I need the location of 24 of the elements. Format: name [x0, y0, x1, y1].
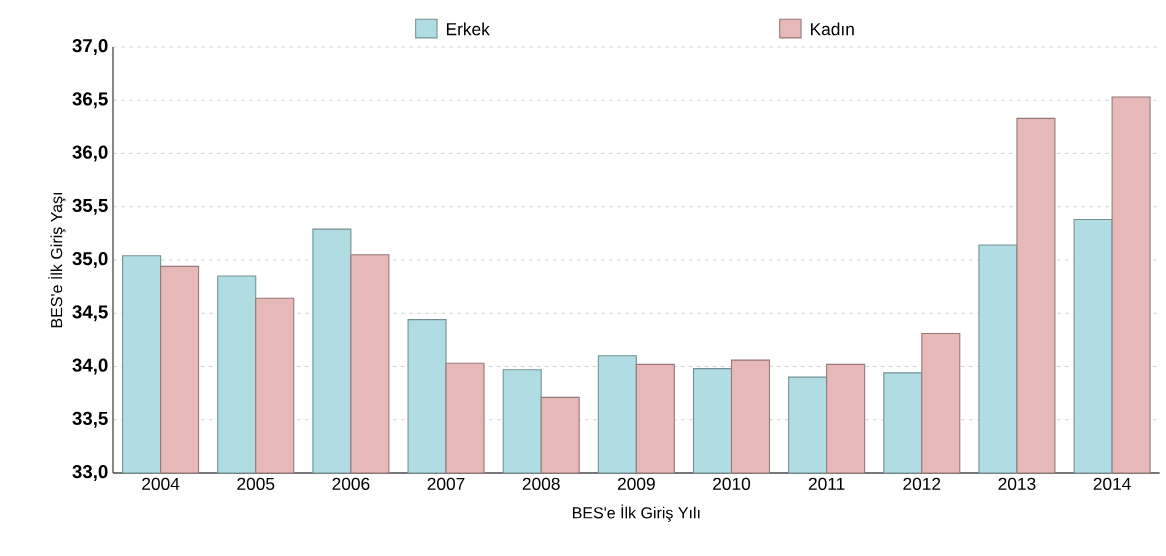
x-tick-label: 2005 — [237, 477, 275, 490]
x-tick-label: 2014 — [1093, 477, 1131, 490]
x-tick-label: 2006 — [332, 477, 370, 490]
y-tick-label: 36,0 — [72, 145, 108, 162]
y-tick-label: 35,5 — [72, 198, 108, 215]
x-axis-title: BES'e İlk Giriş Yılı — [573, 504, 700, 522]
x-tick-label: 2007 — [427, 477, 465, 490]
x-tick-label: 2009 — [617, 477, 655, 490]
legend-label: Erkek — [446, 22, 490, 36]
y-tick-label: 36,5 — [72, 92, 108, 109]
y-tick-label: 33,5 — [72, 411, 108, 428]
y-tick-label: 33,0 — [72, 465, 108, 481]
x-tick-label: 2004 — [142, 477, 180, 490]
y-tick-label: 34,5 — [72, 305, 108, 322]
y-tick-label: 34,0 — [72, 358, 108, 375]
x-tick-label: 2013 — [998, 477, 1036, 490]
legend-label: Kadın — [810, 22, 854, 36]
y-tick-label: 37,0 — [72, 39, 108, 55]
x-tick-label: 2011 — [808, 477, 845, 490]
x-tick-label: 2010 — [713, 477, 751, 490]
x-tick-label: 2012 — [903, 477, 941, 490]
x-tick-label: 2008 — [522, 477, 560, 490]
y-tick-label: 35,0 — [72, 252, 108, 268]
y-axis-title: BES'e İlk Giriş Yaşı — [48, 193, 66, 328]
